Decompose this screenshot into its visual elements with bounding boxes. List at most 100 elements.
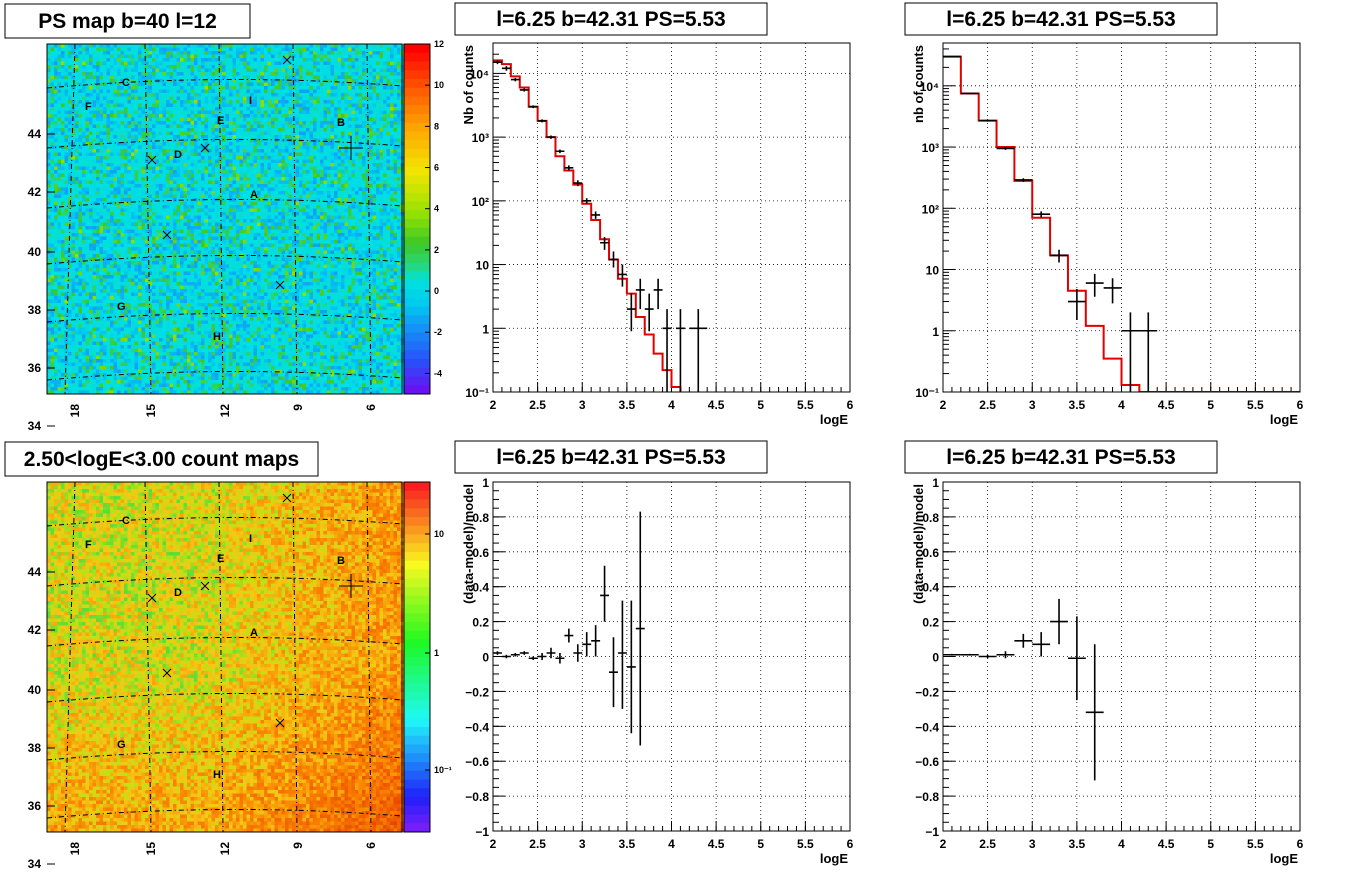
latitude-line <box>46 312 403 323</box>
spectrum_left-panel: 2 2.5 3 3.5 4 4.5 5 5.5 6 10⁻¹ 1 10 10² 10³ 10⁴ logE Nb … <box>461 42 854 427</box>
source-label: D <box>174 149 182 161</box>
y-tick-label: 1 <box>482 322 489 336</box>
heatmap-cells <box>47 482 405 833</box>
colorbar-tick-label: 2 <box>434 245 439 255</box>
data-point <box>617 264 627 287</box>
data-point <box>510 653 520 657</box>
data-point <box>537 119 547 123</box>
x-tick-label: 2.5 <box>529 837 546 851</box>
y-tick-label: 0.6 <box>472 546 489 560</box>
source-cross <box>200 143 210 153</box>
coordinate-grid <box>46 43 403 395</box>
y-tick-label: 0.4 <box>922 581 939 595</box>
source-label: G <box>117 301 126 313</box>
x-tick-label: 4.5 <box>708 398 725 412</box>
y-tick-label: 0 <box>482 651 489 665</box>
source-cross <box>339 574 363 598</box>
color-bar <box>404 482 430 833</box>
source-label: B <box>337 555 345 567</box>
data-point <box>1032 211 1051 218</box>
y-tick-label: −0.6 <box>465 755 489 769</box>
data-point <box>1085 273 1104 297</box>
data-point <box>1067 616 1086 701</box>
data-points <box>943 55 1158 392</box>
x-tick-label: 9 <box>291 842 305 849</box>
latitude-line <box>46 636 403 647</box>
x-tick-label: 18 <box>68 404 82 418</box>
color-bar <box>404 44 430 395</box>
y-tick-label: 10³ <box>472 131 489 145</box>
title-box <box>904 440 1218 474</box>
colorbar-tick-label: -4 <box>434 368 442 378</box>
x-tick-label: 4 <box>668 398 675 412</box>
source-label: C <box>122 77 130 89</box>
data-point <box>1067 289 1086 320</box>
colorbar-tick-label: 0 <box>434 286 439 296</box>
y-tick-label: −1 <box>925 825 939 839</box>
data-points <box>943 598 1104 781</box>
y-tick-label: 40 <box>28 683 42 697</box>
source-label: A <box>250 189 258 201</box>
x-tick-label: 6 <box>364 404 378 411</box>
source-cross <box>147 593 157 603</box>
data-point <box>996 147 1015 150</box>
y-tick-label: 36 <box>28 361 42 375</box>
source-cross <box>162 668 172 678</box>
source-label: F <box>85 101 92 113</box>
longitude-line <box>218 481 224 833</box>
latitude-line <box>46 808 403 819</box>
coordinate-grid <box>46 481 403 833</box>
source-label: C <box>122 515 130 527</box>
source-label: F <box>85 539 92 551</box>
data-point <box>600 565 610 622</box>
data-point <box>1139 312 1158 392</box>
chart-title: l=6.25 b=42.31 PS=5.53 <box>946 8 1175 31</box>
plot-frame <box>492 42 851 393</box>
data-point <box>537 653 547 660</box>
plot-frame <box>942 42 1301 393</box>
x-tick-label: 3.5 <box>1069 398 1086 412</box>
data-point <box>564 628 574 643</box>
color-bar-frame <box>403 481 431 833</box>
data-points <box>493 60 708 392</box>
y-tick-label: 38 <box>28 741 42 755</box>
chart-title: PS map b=40 l=12 <box>38 10 217 33</box>
longitude-line <box>144 481 152 833</box>
y-axis-label: (data-model)/model <box>911 484 926 604</box>
source-cross <box>200 581 210 591</box>
y-tick-label: 0.6 <box>922 546 939 560</box>
y-tick-label: 0.8 <box>922 511 939 525</box>
data-point <box>493 60 502 65</box>
data-point <box>555 653 565 664</box>
data-point <box>528 656 538 660</box>
y-tick-label: −0.2 <box>465 685 489 699</box>
spectrum_right-panel: 2 2.5 3 3.5 4 4.5 5 5.5 6 10⁻¹ 1 10 10² 10³ 10⁴ logE nb … <box>911 42 1304 427</box>
y-tick-label: 10⁻¹ <box>465 386 489 400</box>
chart-title: l=6.25 b=42.31 PS=5.53 <box>496 446 725 469</box>
longitude-line <box>144 43 152 395</box>
colorbar-tick-label: -2 <box>434 327 442 337</box>
data-point <box>635 511 645 746</box>
data-point <box>1050 249 1068 263</box>
data-point <box>609 251 618 268</box>
color-bar-frame <box>403 43 431 395</box>
y-tick-label: −0.4 <box>465 720 489 734</box>
source-label: A <box>250 627 258 639</box>
x-tick-label: 5 <box>1207 837 1214 851</box>
data-point <box>591 625 601 657</box>
x-tick-label: 2.5 <box>979 837 996 851</box>
x-tick-label: 4.5 <box>708 837 725 851</box>
title-box <box>454 440 768 474</box>
x-tick-label: 4 <box>668 837 675 851</box>
colorbar-tick-label: 6 <box>434 163 439 173</box>
data-point <box>1014 633 1033 648</box>
y-tick-label: 10⁻¹ <box>915 386 939 400</box>
ps-map-panel: C F I E B D A G H 34 36 38 40 42 44 18 15 12 9 6 -4 -2 0 2 4 6 8 10… <box>28 39 444 433</box>
data-point <box>644 293 654 332</box>
y-axis-label: nb of counts <box>911 45 926 123</box>
y-tick-label: 0.2 <box>472 616 489 630</box>
x-tick-label: 5 <box>757 398 764 412</box>
colorbar-tick-label: 1 <box>434 648 439 658</box>
data-point <box>582 632 592 657</box>
